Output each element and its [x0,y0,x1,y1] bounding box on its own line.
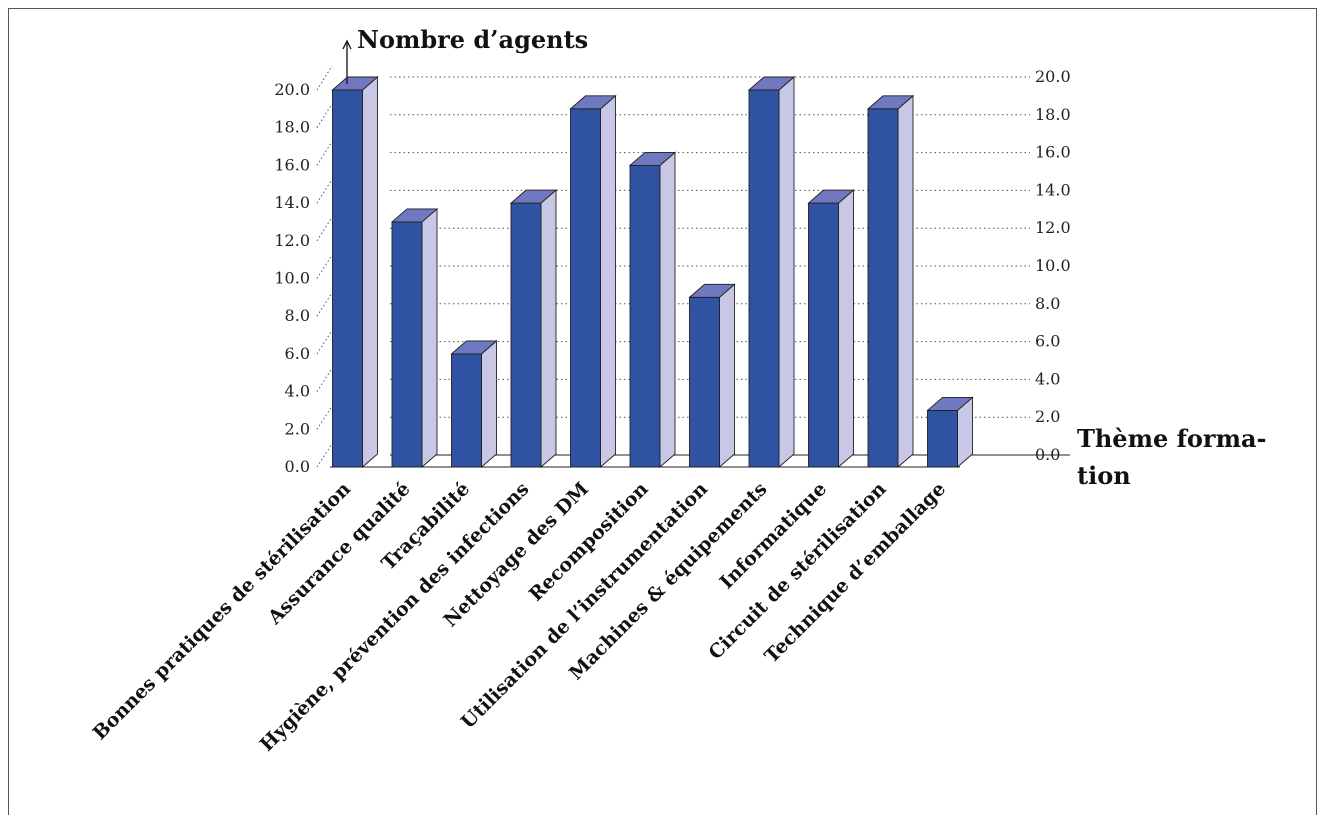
x-axis-title-line-2: tion [1077,461,1131,490]
bar-top-face [807,189,855,204]
bar-side-face [540,189,557,468]
y-tick-label-left: 14.0 [274,193,310,212]
bars [331,76,974,468]
y-tick-label-right: 4.0 [1035,369,1060,388]
y-axis-title: Nombre d’agents [357,25,588,54]
left-y-ticks: 0.0 2.0 4.0 6.0 8.0 10.0 12.0 14.0 16.0 18.0 20.0 [274,80,310,476]
y-tick-label-right: 2.0 [1035,407,1060,426]
bar-front-face [748,89,780,468]
bar [569,94,617,468]
y-tick-label-right: 6.0 [1035,332,1060,351]
bar-top-face [390,208,439,223]
grid-connector [316,141,333,166]
bar-side-face [481,339,497,468]
category-labels: Bonnes pratiques de stérilisationAssuran… [89,478,950,756]
bar-front-face [689,296,720,468]
grid-connector [316,216,333,242]
right-y-ticks: 0.02.04.06.08.010.012.014.016.018.020.0 [1035,67,1071,464]
y-tick-label-right: 14.0 [1035,180,1071,199]
grid-connector [316,443,333,468]
grid-connector [316,65,333,91]
grid-connector [316,254,333,279]
y-tick-label-left: 20.0 [274,80,310,99]
bar [390,207,439,468]
y-tick-label-right: 12.0 [1035,218,1071,237]
bar-top-face [926,397,974,411]
bar [628,151,677,468]
y-tick-label-left: 10.0 [274,269,310,288]
bar-side-face [659,151,676,468]
y-tick-label-right: 8.0 [1035,294,1060,313]
bar-side-face [897,94,914,468]
bar-front-face [629,164,661,468]
y-tick-label-left: 12.0 [274,231,310,250]
chart-border [8,8,1317,815]
bar [747,76,796,468]
bar [807,189,855,468]
bar-side-face [362,76,378,468]
bar-top-face [628,151,677,166]
bar-front-face [332,89,363,468]
grid-connector [316,330,333,355]
grid-connector [316,179,333,204]
bar-front-face [451,353,482,468]
bar-top-face [866,95,915,110]
bar-front-face [510,202,542,468]
bar-top-face [331,76,379,91]
y-tick-label-left: 4.0 [285,382,310,401]
bar [926,396,974,468]
bar-side-face [719,283,735,468]
bar-top-face [747,76,796,91]
bar-front-face [808,202,839,468]
bar [509,189,558,468]
grid-connector [316,292,333,317]
bar [331,76,379,468]
bar-side-face [778,76,795,468]
y-tick-label-right: 20.0 [1035,67,1071,86]
y-tick-label-left: 6.0 [285,344,310,363]
y-tick-label-left: 2.0 [285,419,310,438]
y-tick-label-left: 0.0 [285,457,310,476]
bar-top-face [688,283,736,298]
bar-side-face [600,94,616,468]
y-tick-label-right: 10.0 [1035,256,1071,275]
bar-front-face [927,410,958,468]
bar-top-face [450,340,498,355]
bar [688,283,736,468]
grid-connector [316,405,333,430]
bar-top-face [569,95,617,110]
bar-top-face [509,189,558,204]
grid-connector [316,368,333,392]
y-tick-label-right: 18.0 [1035,105,1071,124]
bar-side-face [421,207,438,468]
y-tick-label-right: 16.0 [1035,143,1071,162]
bar-front-face [867,108,899,468]
bar [450,339,498,468]
bar-front-face [570,108,601,468]
y-tick-label-left: 18.0 [274,118,310,137]
y-tick-label-left: 8.0 [285,306,310,325]
grid-connector [316,103,333,128]
y-axis-arrow-head [342,39,352,50]
y-tick-label-left: 16.0 [274,155,310,174]
bar-front-face [391,221,423,468]
category-label: Informatique [716,478,831,593]
bar-side-face [838,189,854,468]
x-axis-title-line-1: Thème forma- [1077,424,1266,453]
bar [866,94,915,468]
